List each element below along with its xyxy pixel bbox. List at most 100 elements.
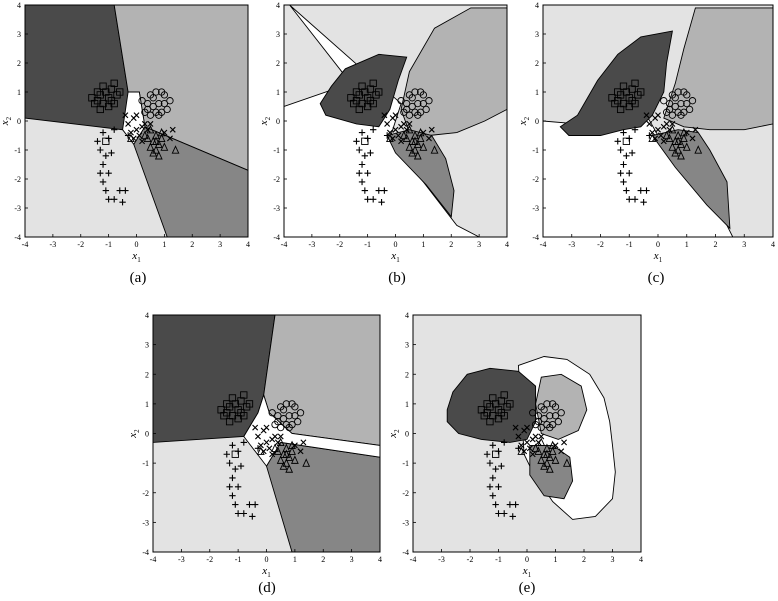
- data-point-circle: [279, 406, 288, 414]
- data-point-circle: [665, 99, 674, 108]
- y-tick-label: 0: [276, 117, 280, 126]
- y-tick-label: 4: [145, 311, 149, 320]
- data-point-cross: [127, 129, 134, 136]
- data-point-plus: [240, 510, 247, 517]
- data-point-plus: [501, 439, 508, 446]
- y-axis-label: x2: [260, 116, 272, 126]
- data-point-cross: [386, 129, 393, 136]
- data-point-cross: [538, 433, 545, 440]
- y-tick-label: -3: [532, 204, 539, 213]
- y-tick-label: -3: [14, 204, 21, 213]
- data-point-cross: [166, 135, 173, 142]
- data-point-circle: [683, 99, 691, 108]
- y-tick-label: 3: [405, 341, 409, 350]
- data-point-plus: [646, 132, 653, 139]
- x-tick-label: -3: [178, 555, 185, 564]
- x-tick-label: 0: [656, 240, 660, 249]
- data-point-circle: [677, 99, 685, 108]
- data-point-circle: [411, 88, 419, 96]
- data-point-plus: [246, 501, 253, 508]
- data-point-cross: [254, 433, 261, 440]
- data-point-plus: [102, 152, 110, 159]
- data-point-triangle: [682, 142, 691, 151]
- x-tick-label: 2: [321, 555, 325, 564]
- data-point-circle: [425, 97, 433, 105]
- y-tick-label: -4: [402, 548, 409, 557]
- y-tick-label: -4: [273, 233, 280, 242]
- data-point-circle: [529, 409, 537, 417]
- data-point-plus: [223, 451, 230, 458]
- data-point-circle: [279, 415, 288, 423]
- data-point-circle: [668, 111, 677, 119]
- data-point-triangle: [674, 136, 683, 145]
- data-point-circle: [534, 418, 543, 426]
- x-axis-label: x1: [653, 250, 663, 263]
- data-point-circle: [540, 406, 548, 414]
- data-point-plus: [489, 474, 496, 482]
- data-point-triangle: [405, 124, 414, 134]
- data-point-triangle: [430, 145, 439, 154]
- x-tick-label: -1: [626, 240, 633, 249]
- x-axis-label: x1: [390, 250, 400, 263]
- data-point-square: [614, 88, 622, 96]
- data-point-triangle: [146, 142, 155, 151]
- data-point-circle: [534, 412, 543, 420]
- data-point-cross: [125, 120, 132, 127]
- data-point-square: [631, 99, 639, 108]
- x-tick-label: 3: [611, 555, 615, 564]
- data-point-square: [500, 391, 508, 399]
- panel-b: -4 -3 -2 -1 0 1 2 3 4 -4 -3 -2 -1 0 1 2 3 4 x1 x2: [258, 0, 513, 268]
- x-tick-label: -2: [77, 240, 84, 249]
- y-tick-label: 3: [276, 30, 280, 39]
- data-point-cross: [122, 112, 129, 119]
- data-point-plus: [358, 129, 366, 136]
- data-point-triangle: [171, 145, 180, 154]
- data-point-plus: [364, 135, 371, 142]
- data-point-circle: [408, 94, 416, 102]
- x-tick-label: -3: [50, 240, 57, 249]
- data-point-plus: [124, 132, 132, 139]
- x-tick-label: 3: [218, 240, 222, 249]
- data-point-triangle: [399, 130, 408, 140]
- data-point-circle: [685, 105, 694, 114]
- data-point-cross: [657, 132, 664, 139]
- data-point-triangle: [271, 443, 279, 452]
- y-tick-label: -2: [142, 489, 149, 498]
- data-point-plus: [626, 196, 633, 203]
- data-point-plus: [620, 129, 627, 136]
- data-point-plus: [506, 501, 514, 508]
- data-point-triangle: [143, 133, 152, 143]
- data-point-triangle: [545, 452, 554, 461]
- data-point-cross: [692, 126, 699, 133]
- data-point-triangle: [671, 148, 680, 157]
- data-point-triangle: [537, 437, 546, 447]
- data-point-plus: [105, 196, 112, 203]
- data-point-plus: [492, 465, 499, 473]
- data-point-triangle: [256, 446, 265, 455]
- data-point-plus: [254, 445, 262, 452]
- data-point-circle: [155, 111, 163, 119]
- data-point-plus: [614, 138, 621, 145]
- data-point-plus: [105, 135, 112, 142]
- data-point-plus: [623, 152, 630, 159]
- data-point-square: [220, 412, 228, 420]
- x-tick-label: 4: [639, 555, 643, 564]
- y-tick-label: 4: [535, 1, 539, 10]
- data-point-triangle: [140, 130, 149, 140]
- data-point-cross: [395, 132, 402, 139]
- data-point-circle: [163, 105, 171, 114]
- x-tick-label: 2: [190, 240, 194, 249]
- decision-region: [319, 53, 408, 128]
- y-tick-label: 2: [17, 59, 21, 68]
- x-tick-label: 0: [394, 240, 398, 249]
- data-point-square: [228, 394, 237, 402]
- data-point-plus: [358, 178, 366, 186]
- y-tick-label: 1: [17, 88, 21, 97]
- data-point-square: [480, 412, 488, 420]
- data-point-cross: [425, 135, 432, 142]
- y-axis-label-subscript: 2: [5, 116, 13, 120]
- data-point-triangle: [127, 133, 135, 143]
- x-tick-label: 0: [135, 240, 139, 249]
- data-point-cross: [133, 126, 140, 133]
- data-point-circle: [419, 91, 428, 99]
